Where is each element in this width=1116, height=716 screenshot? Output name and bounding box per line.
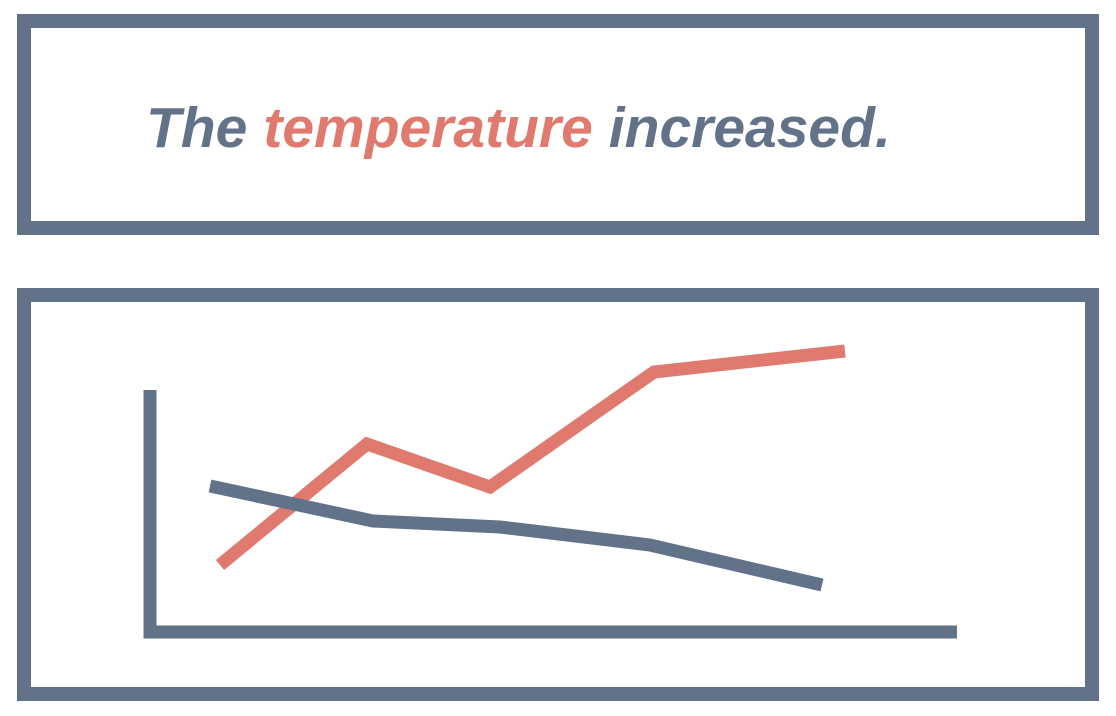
blue-line [208,479,824,592]
headline-word: The [146,96,247,160]
headline-highlight: temperature [263,96,592,160]
headline-word: increased. [609,96,891,160]
chart-frame [17,288,1099,701]
axes [143,390,957,639]
headline-frame [17,14,1099,235]
red-line [215,344,846,571]
headline: The temperature increased. [146,96,891,160]
